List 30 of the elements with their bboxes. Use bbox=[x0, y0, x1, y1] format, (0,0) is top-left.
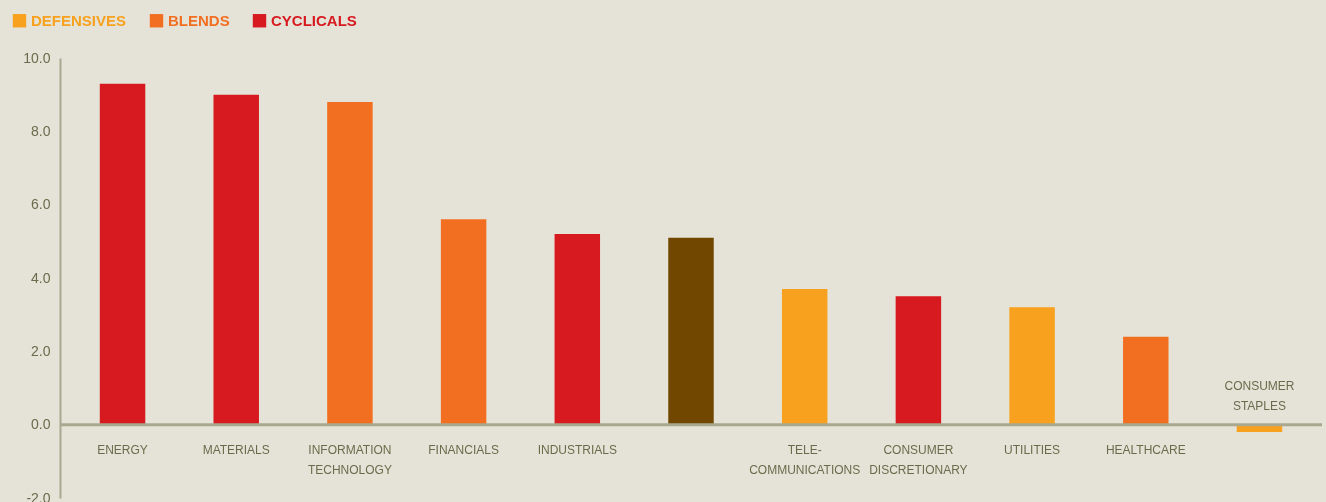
bar bbox=[327, 102, 373, 425]
y-tick-label: 0.0 bbox=[31, 416, 51, 433]
y-tick-label: 10.0 bbox=[23, 49, 51, 66]
y-tick-label: 8.0 bbox=[31, 122, 51, 139]
bar bbox=[1009, 307, 1055, 425]
y-tick-label: -2.0 bbox=[26, 489, 51, 502]
bar bbox=[781, 289, 828, 425]
bar bbox=[99, 83, 146, 425]
bar bbox=[895, 296, 942, 425]
bar bbox=[554, 234, 601, 425]
x-tick-label: CONSUMER STAPLES bbox=[1224, 378, 1295, 413]
x-tick-label: INFORMATION TECHNOLOGY bbox=[307, 442, 392, 477]
x-tick-label: INDUSTRIALS bbox=[537, 442, 617, 457]
bar bbox=[440, 219, 487, 425]
bar bbox=[1123, 336, 1169, 425]
x-tick-label: UTILITIES bbox=[1004, 442, 1061, 457]
legend-label: BLENDS bbox=[168, 11, 230, 29]
x-tick-label: ENERGY bbox=[97, 442, 148, 457]
bar bbox=[213, 94, 259, 425]
bar bbox=[668, 237, 714, 425]
x-tick-label: TELE-COMMUNICATIONS bbox=[749, 442, 861, 477]
y-tick-label: 4.0 bbox=[31, 269, 51, 286]
legend-label: DEFENSIVES bbox=[31, 11, 127, 29]
legend-label: CYCLICALS bbox=[271, 11, 357, 29]
y-tick-label: 6.0 bbox=[31, 196, 51, 213]
y-tick-label: 2.0 bbox=[31, 342, 51, 359]
x-tick-label: HEALTHCARE bbox=[1105, 442, 1186, 457]
x-tick-label: FINANCIALS bbox=[428, 442, 499, 457]
x-tick-label: MATERIALS bbox=[202, 442, 270, 457]
x-tick-label: CONSUMER DISCRETIONARY bbox=[869, 442, 968, 477]
